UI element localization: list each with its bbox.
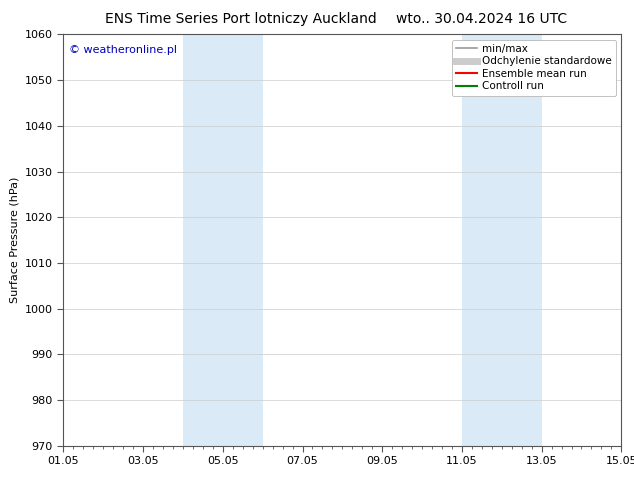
Text: © weatheronline.pl: © weatheronline.pl [69, 45, 177, 54]
Y-axis label: Surface Pressure (hPa): Surface Pressure (hPa) [10, 177, 19, 303]
Text: wto.. 30.04.2024 16 UTC: wto.. 30.04.2024 16 UTC [396, 12, 567, 26]
Legend: min/max, Odchylenie standardowe, Ensemble mean run, Controll run: min/max, Odchylenie standardowe, Ensembl… [452, 40, 616, 96]
Bar [462, 34, 541, 446]
Text: ENS Time Series Port lotniczy Auckland: ENS Time Series Port lotniczy Auckland [105, 12, 377, 26]
Bar [183, 34, 262, 446]
